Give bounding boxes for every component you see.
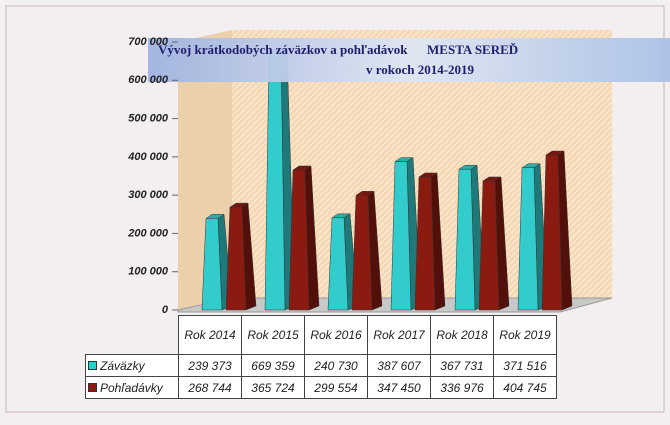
bar bbox=[414, 172, 446, 311]
y-tick-label: 0 bbox=[162, 304, 169, 316]
bar bbox=[541, 150, 573, 311]
bar bbox=[478, 176, 510, 311]
y-tick-label: 600 000 bbox=[128, 74, 169, 86]
y-tick-label: 700 000 bbox=[128, 36, 169, 48]
y-tick-label: 500 000 bbox=[128, 112, 169, 124]
bar-front bbox=[454, 168, 476, 311]
y-tick-label: 100 000 bbox=[128, 266, 169, 278]
bar-front bbox=[201, 218, 223, 311]
y-tick-label: 300 000 bbox=[128, 189, 169, 201]
bar bbox=[351, 190, 383, 311]
value-cell: 669 359 bbox=[241, 354, 305, 377]
value-cell: 240 730 bbox=[304, 354, 368, 377]
bar-front bbox=[517, 167, 539, 311]
legend-label: Záväzky bbox=[100, 358, 145, 373]
value-cell: 239 373 bbox=[178, 354, 242, 377]
bar bbox=[225, 202, 257, 311]
value-cell: 299 554 bbox=[304, 376, 368, 399]
bar-front bbox=[541, 154, 563, 311]
category-label: Rok 2018 bbox=[430, 315, 494, 355]
y-tick-label: 400 000 bbox=[127, 151, 169, 163]
table-corner bbox=[86, 316, 179, 355]
value-cell: 367 731 bbox=[430, 354, 494, 377]
value-cell: 336 976 bbox=[430, 376, 494, 399]
value-cell: 387 607 bbox=[367, 354, 431, 377]
value-cell: 268 744 bbox=[178, 376, 242, 399]
category-label: Rok 2016 bbox=[304, 315, 368, 355]
data-table: Rok 2014 Rok 2015 Rok 2016 Rok 2017 Rok 2018… bbox=[85, 315, 557, 399]
category-label: Rok 2019 bbox=[493, 315, 557, 355]
table-header-row: Rok 2014 Rok 2015 Rok 2016 Rok 2017 Rok 2018… bbox=[86, 315, 557, 355]
category-label: Rok 2014 bbox=[178, 315, 242, 355]
bar-front bbox=[327, 217, 349, 311]
table-row: Záväzky 239 373 669 359 240 730 387 607 367 7… bbox=[85, 354, 557, 377]
bar bbox=[288, 165, 320, 311]
legend-swatch bbox=[88, 360, 97, 370]
legend-label: Pohľadávky bbox=[100, 380, 163, 395]
legend-swatch bbox=[88, 382, 97, 392]
table-row: Pohľadávky 268 744 365 724 299 554 347 450 33… bbox=[85, 376, 557, 399]
value-cell: 404 745 bbox=[493, 376, 557, 399]
category-label: Rok 2017 bbox=[367, 315, 431, 355]
chart-title: v rokoch 2014-2019 bbox=[366, 62, 475, 77]
value-cell: 371 516 bbox=[493, 354, 557, 377]
title-box bbox=[148, 38, 670, 82]
bar-front bbox=[288, 169, 310, 311]
bar-front bbox=[351, 195, 373, 311]
value-cell: 347 450 bbox=[367, 376, 431, 399]
chart-title: Vývoj krátkodobých záväzkov a pohľadávok… bbox=[158, 42, 518, 57]
value-cell: 365 724 bbox=[241, 376, 305, 399]
legend-entry: Pohľadávky bbox=[85, 376, 179, 399]
bar-front bbox=[478, 180, 500, 311]
bar-front bbox=[414, 176, 436, 311]
category-label: Rok 2015 bbox=[241, 315, 305, 355]
bar-front bbox=[390, 161, 412, 311]
bar bbox=[327, 213, 359, 311]
y-tick-label: 200 000 bbox=[127, 227, 169, 239]
frame-border bbox=[5, 5, 665, 413]
legend-entry: Záväzky bbox=[85, 354, 179, 377]
bar-front bbox=[225, 206, 247, 311]
